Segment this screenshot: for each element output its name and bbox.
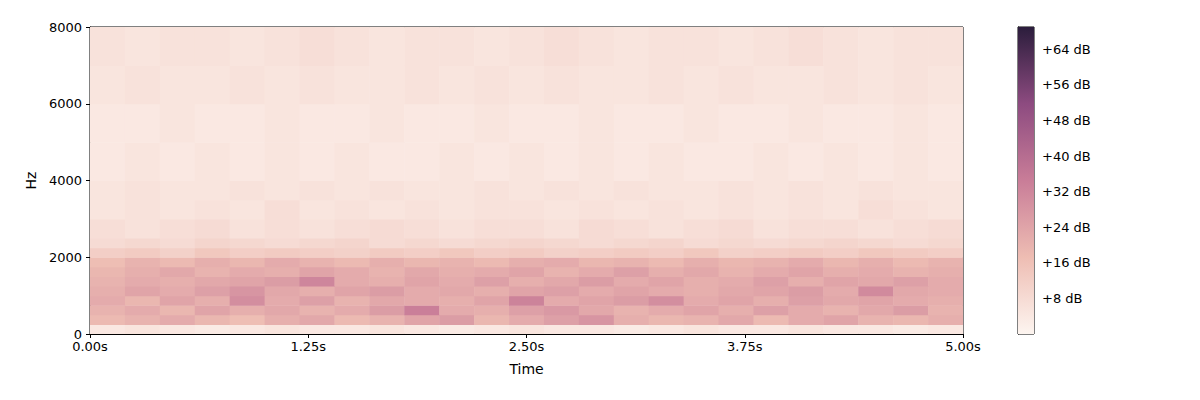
- svg-text:0.00s: 0.00s: [72, 339, 108, 354]
- svg-text:1.25s: 1.25s: [290, 339, 326, 354]
- svg-text:+16 dB: +16 dB: [1042, 255, 1091, 270]
- svg-text:2.50s: 2.50s: [509, 339, 545, 354]
- svg-text:+64 dB: +64 dB: [1042, 42, 1091, 57]
- svg-text:Time: Time: [508, 361, 543, 377]
- svg-text:4000: 4000: [49, 173, 82, 188]
- svg-text:2000: 2000: [49, 250, 82, 265]
- svg-text:6000: 6000: [49, 96, 82, 111]
- svg-text:8000: 8000: [49, 20, 82, 35]
- svg-text:+48 dB: +48 dB: [1042, 113, 1091, 128]
- svg-text:+40 dB: +40 dB: [1042, 149, 1091, 164]
- svg-text:Hz: Hz: [23, 172, 39, 190]
- svg-text:+24 dB: +24 dB: [1042, 220, 1091, 235]
- svg-text:0: 0: [73, 326, 82, 342]
- svg-text:3.75s: 3.75s: [727, 339, 763, 354]
- svg-text:+8 dB: +8 dB: [1042, 291, 1082, 306]
- svg-text:+56 dB: +56 dB: [1042, 77, 1091, 92]
- svg-text:+32 dB: +32 dB: [1042, 184, 1091, 199]
- svg-text:5.00s: 5.00s: [945, 339, 981, 354]
